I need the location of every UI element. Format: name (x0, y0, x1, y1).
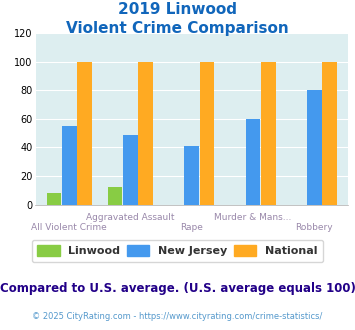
Bar (77, 62, 92, 205)
Bar (246, 119, 260, 205)
Bar (62, 126, 77, 205)
Bar (261, 62, 275, 205)
Bar (108, 187, 122, 205)
Bar (184, 146, 199, 205)
Text: © 2025 CityRating.com - https://www.cityrating.com/crime-statistics/: © 2025 CityRating.com - https://www.city… (32, 312, 323, 321)
Bar (138, 62, 153, 205)
Bar (200, 62, 214, 205)
Text: Murder & Mans...: Murder & Mans... (214, 213, 292, 222)
Text: 2019 Linwood: 2019 Linwood (118, 2, 237, 16)
Bar (307, 90, 322, 205)
Text: Rape: Rape (180, 223, 203, 232)
Text: Violent Crime Comparison: Violent Crime Comparison (66, 21, 289, 36)
Bar (47, 193, 61, 205)
Text: Robbery: Robbery (295, 223, 333, 232)
Legend: Linwood, New Jersey, National: Linwood, New Jersey, National (32, 240, 323, 262)
Text: Aggravated Assault: Aggravated Assault (86, 213, 175, 222)
Text: All Violent Crime: All Violent Crime (31, 223, 107, 232)
Bar (123, 135, 138, 205)
Text: Compared to U.S. average. (U.S. average equals 100): Compared to U.S. average. (U.S. average … (0, 282, 355, 295)
Bar (322, 62, 337, 205)
